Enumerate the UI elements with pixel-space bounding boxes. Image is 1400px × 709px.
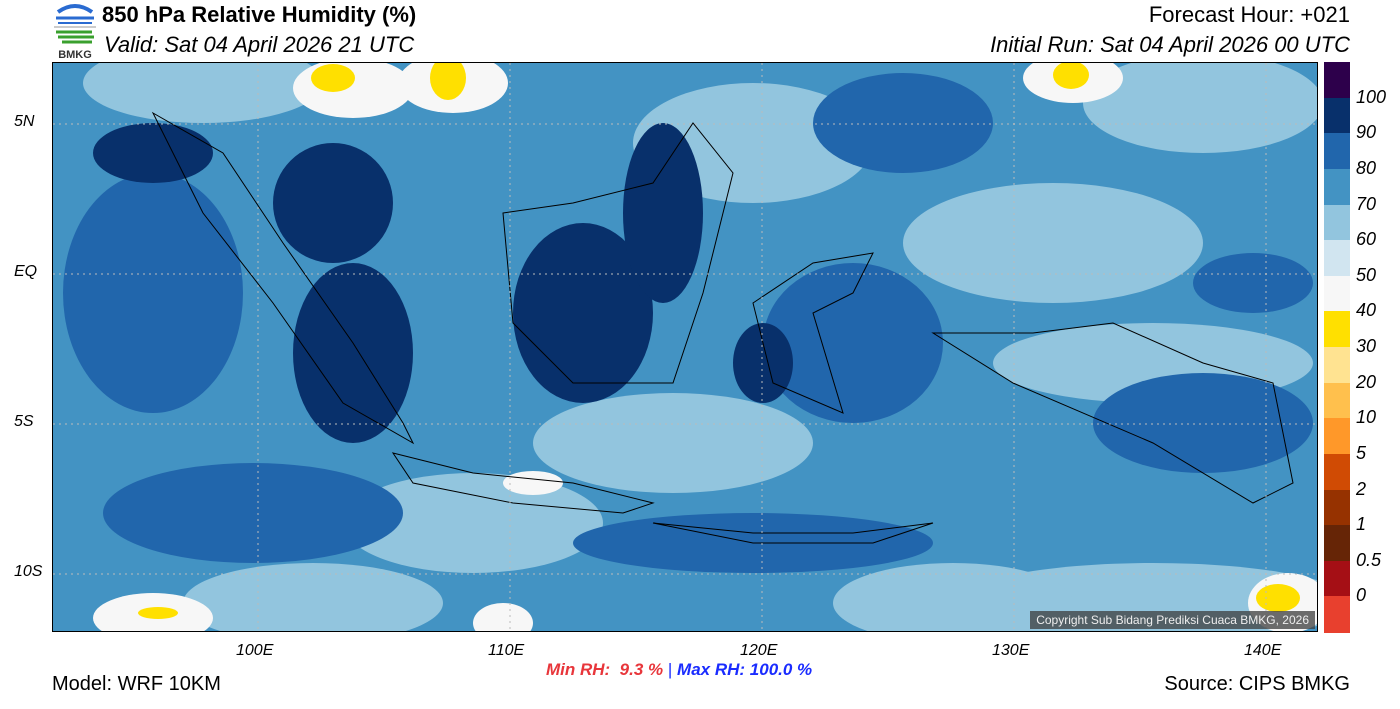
- initial-run: Initial Run: Sat 04 April 2026 00 UTC: [990, 32, 1350, 57]
- lat-label: EQ: [14, 263, 38, 280]
- colorbar-label: 0.5: [1356, 549, 1382, 570]
- model-label: Model: WRF 10KM: [52, 673, 221, 695]
- bmkg-logo: BMKG: [52, 2, 98, 61]
- min-rh-value: 9.3 %: [619, 660, 664, 679]
- colorbar-label: 30: [1356, 336, 1377, 356]
- min-rh-label: Min RH:: [546, 660, 611, 679]
- colorbar: [1324, 62, 1350, 633]
- max-rh-value: 100.0 %: [749, 660, 813, 679]
- colorbar-label: 20: [1356, 371, 1377, 392]
- colorbar-segment: [1324, 97, 1350, 134]
- colorbar-segment: [1324, 204, 1350, 241]
- colorbar-label: 10: [1356, 407, 1377, 428]
- colorbar-segment: [1324, 418, 1350, 455]
- colorbar-segment: [1324, 168, 1350, 205]
- colorbar-segment: [1324, 382, 1350, 419]
- colorbar-label: 40: [1356, 300, 1377, 321]
- lon-label: 120E: [740, 642, 778, 659]
- colorbar-label: 100: [1356, 86, 1387, 107]
- colorbar-segment: [1324, 453, 1350, 490]
- colorbar-label: 5: [1356, 442, 1367, 463]
- colorbar-segment: [1324, 489, 1350, 526]
- colorbar-segment: [1324, 133, 1350, 170]
- colorbar-label: 70: [1356, 193, 1377, 214]
- colorbar-label: 60: [1356, 229, 1377, 250]
- map-title: 850 hPa Relative Humidity (%): [102, 2, 417, 27]
- lat-label: 10S: [14, 563, 43, 580]
- min-max-rh: Min RH: 9.3 % | Max RH: 100.0 %: [546, 660, 812, 680]
- colorbar-segment: [1324, 240, 1350, 277]
- colorbar-label: 80: [1356, 157, 1377, 178]
- lat-label: 5N: [14, 113, 35, 130]
- source-label: Source: CIPS BMKG: [1164, 673, 1350, 695]
- colorbar-label: 90: [1356, 122, 1377, 143]
- max-rh-label: Max RH:: [677, 660, 746, 679]
- valid-time: Valid: Sat 04 April 2026 21 UTC: [104, 32, 415, 57]
- copyright-notice: Copyright Sub Bidang Prediksi Cuaca BMKG…: [1030, 611, 1315, 629]
- colorbar-segment: [1324, 560, 1350, 597]
- colorbar-segment: [1324, 275, 1350, 312]
- colorbar-segment: [1324, 311, 1350, 348]
- colorbar-segment: [1324, 525, 1350, 562]
- svg-text:BMKG: BMKG: [58, 49, 92, 60]
- forecast-hour: Forecast Hour: +021: [1148, 2, 1350, 27]
- colorbar-segment: [1324, 62, 1350, 99]
- lon-label: 140E: [1244, 642, 1282, 659]
- colorbar-segment: [1324, 347, 1350, 384]
- separator: |: [667, 660, 673, 679]
- humidity-field: [53, 63, 1317, 631]
- colorbar-label: 1: [1356, 514, 1367, 535]
- colorbar-segment: [1324, 596, 1350, 633]
- colorbar-label: 0: [1356, 585, 1367, 606]
- colorbar-label: 50: [1356, 264, 1377, 285]
- lat-label: 5S: [14, 413, 34, 430]
- lon-label: 130E: [992, 642, 1030, 659]
- lon-label: 110E: [488, 642, 525, 659]
- lon-label: 100E: [236, 642, 274, 659]
- humidity-map[interactable]: Copyright Sub Bidang Prediksi Cuaca BMKG…: [52, 62, 1318, 632]
- colorbar-label: 2: [1356, 478, 1367, 499]
